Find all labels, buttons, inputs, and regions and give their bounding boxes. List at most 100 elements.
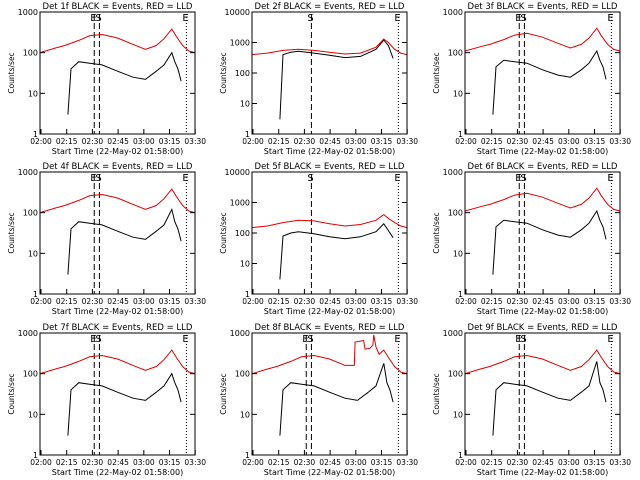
x-tick-label: 03:00 [558,458,580,467]
x-axis: 02:00 02:15 02:30 02:45 03:00 03:15 03:30 [455,450,631,467]
chart-title: Det 3f BLACK = Events, RED = LLD [468,2,618,12]
y-tick-label: 1 [458,451,463,460]
x-tick-label: 02:00 [455,458,477,467]
marker-label: E [90,173,96,184]
x-tick-label: 03:15 [159,458,181,467]
x-tick-label: 03:15 [371,297,393,306]
y-tick-label: 100 [23,209,38,218]
marker-label: E [607,334,613,345]
x-tick-label: 02:15 [268,137,290,146]
y-tick-label: 100 [23,49,38,58]
y-tick-label: 1 [245,451,250,460]
chart-title: Det 2f BLACK = Events, RED = LLD [255,2,405,12]
y-tick-label: 1 [33,451,38,460]
marker-label: E [515,173,521,184]
x-axis-label: Start Time (22-May-02 01:58:00) [477,307,608,316]
y-tick-label: 10000 [225,8,250,17]
y-axis: 1 10 100 1000 [18,8,195,139]
plot-frame [39,332,196,456]
y-axis: 1 10 100 1000 [443,168,620,299]
x-axis: 02:00 02:15 02:30 02:45 03:00 03:15 03:30 [30,129,206,146]
series-line-lld [465,349,620,375]
marker-label: E [394,334,400,345]
x-axis-label: Start Time (22-May-02 01:58:00) [52,147,183,156]
y-tick-label: 100 [448,49,463,58]
x-tick-label: 03:30 [396,297,418,306]
marker-label: S [307,173,313,184]
x-tick-label: 02:00 [30,137,52,146]
x-tick-label: 02:15 [481,137,503,146]
marker-label: S [307,13,313,24]
y-axis-label: Counts/sec [432,373,441,414]
x-tick-label: 02:45 [319,297,341,306]
x-axis-label: Start Time (22-May-02 01:58:00) [264,147,395,156]
y-axis-label: Counts/sec [7,373,16,414]
y-tick-label: 10 [453,89,463,98]
plot-frame [251,332,408,456]
plot-frame [39,171,196,295]
y-tick-label: 100 [235,229,250,238]
marker-label: E [182,13,188,24]
x-tick-label: 03:15 [159,297,181,306]
series-line-lld [40,188,195,214]
marker-lines: ES E [515,334,614,455]
x-tick-label: 02:30 [82,458,104,467]
y-axis-label: Counts/sec [219,212,228,253]
marker-lines: ES E [90,13,189,134]
x-tick-label: 02:30 [507,137,529,146]
series-line-lld [252,334,407,375]
x-tick-label: 03:00 [345,458,367,467]
y-tick-label: 100 [235,370,250,379]
x-tick-label: 02:30 [82,137,104,146]
x-axis-label: Start Time (22-May-02 01:58:00) [264,468,395,477]
y-tick-label: 1000 [18,168,38,177]
marker-label: S [520,334,526,345]
y-tick-label: 1000 [18,329,38,338]
x-tick-label: 03:00 [558,297,580,306]
x-tick-label: 03:00 [133,458,155,467]
y-tick-label: 10 [28,410,38,419]
plot-frame [251,171,408,295]
x-tick-label: 02:45 [319,137,341,146]
y-tick-label: 1000 [443,329,463,338]
x-tick-label: 02:30 [82,297,104,306]
y-tick-label: 1 [458,290,463,299]
plot-frame [464,11,621,135]
y-tick-label: 10 [240,410,250,419]
x-tick-label: 03:15 [584,458,606,467]
y-tick-label: 1000 [230,199,250,208]
chart-title: Det 7f BLACK = Events, RED = LLD [43,323,193,333]
y-tick-label: 1000 [18,8,38,17]
series-line-lld [465,187,620,212]
series-line-events [67,51,182,115]
x-tick-label: 02:45 [532,458,554,467]
x-tick-label: 02:00 [242,137,264,146]
plot-frame [39,11,196,135]
x-tick-label: 03:15 [584,137,606,146]
x-tick-label: 03:30 [184,137,206,146]
marker-label: E [90,334,96,345]
x-tick-label: 02:45 [107,458,129,467]
x-axis-label: Start Time (22-May-02 01:58:00) [477,147,608,156]
marker-label: E [182,334,188,345]
x-axis-label: Start Time (22-May-02 01:58:00) [477,468,608,477]
y-axis-label: Counts/sec [432,52,441,93]
chart-title: Det 8f BLACK = Events, RED = LLD [255,323,405,333]
x-axis-label: Start Time (22-May-02 01:58:00) [264,307,395,316]
y-axis-label: Counts/sec [7,52,16,93]
y-tick-label: 100 [235,69,250,78]
x-tick-label: 02:30 [294,137,316,146]
x-tick-label: 03:15 [371,137,393,146]
y-tick-label: 1 [245,130,250,139]
x-tick-label: 02:00 [455,297,477,306]
y-tick-label: 1 [33,290,38,299]
y-tick-label: 100 [448,370,463,379]
y-tick-label: 10 [240,100,250,109]
x-axis: 02:00 02:15 02:30 02:45 03:00 03:15 03:30 [242,450,418,467]
x-tick-label: 02:00 [30,297,52,306]
x-tick-label: 03:30 [609,297,631,306]
